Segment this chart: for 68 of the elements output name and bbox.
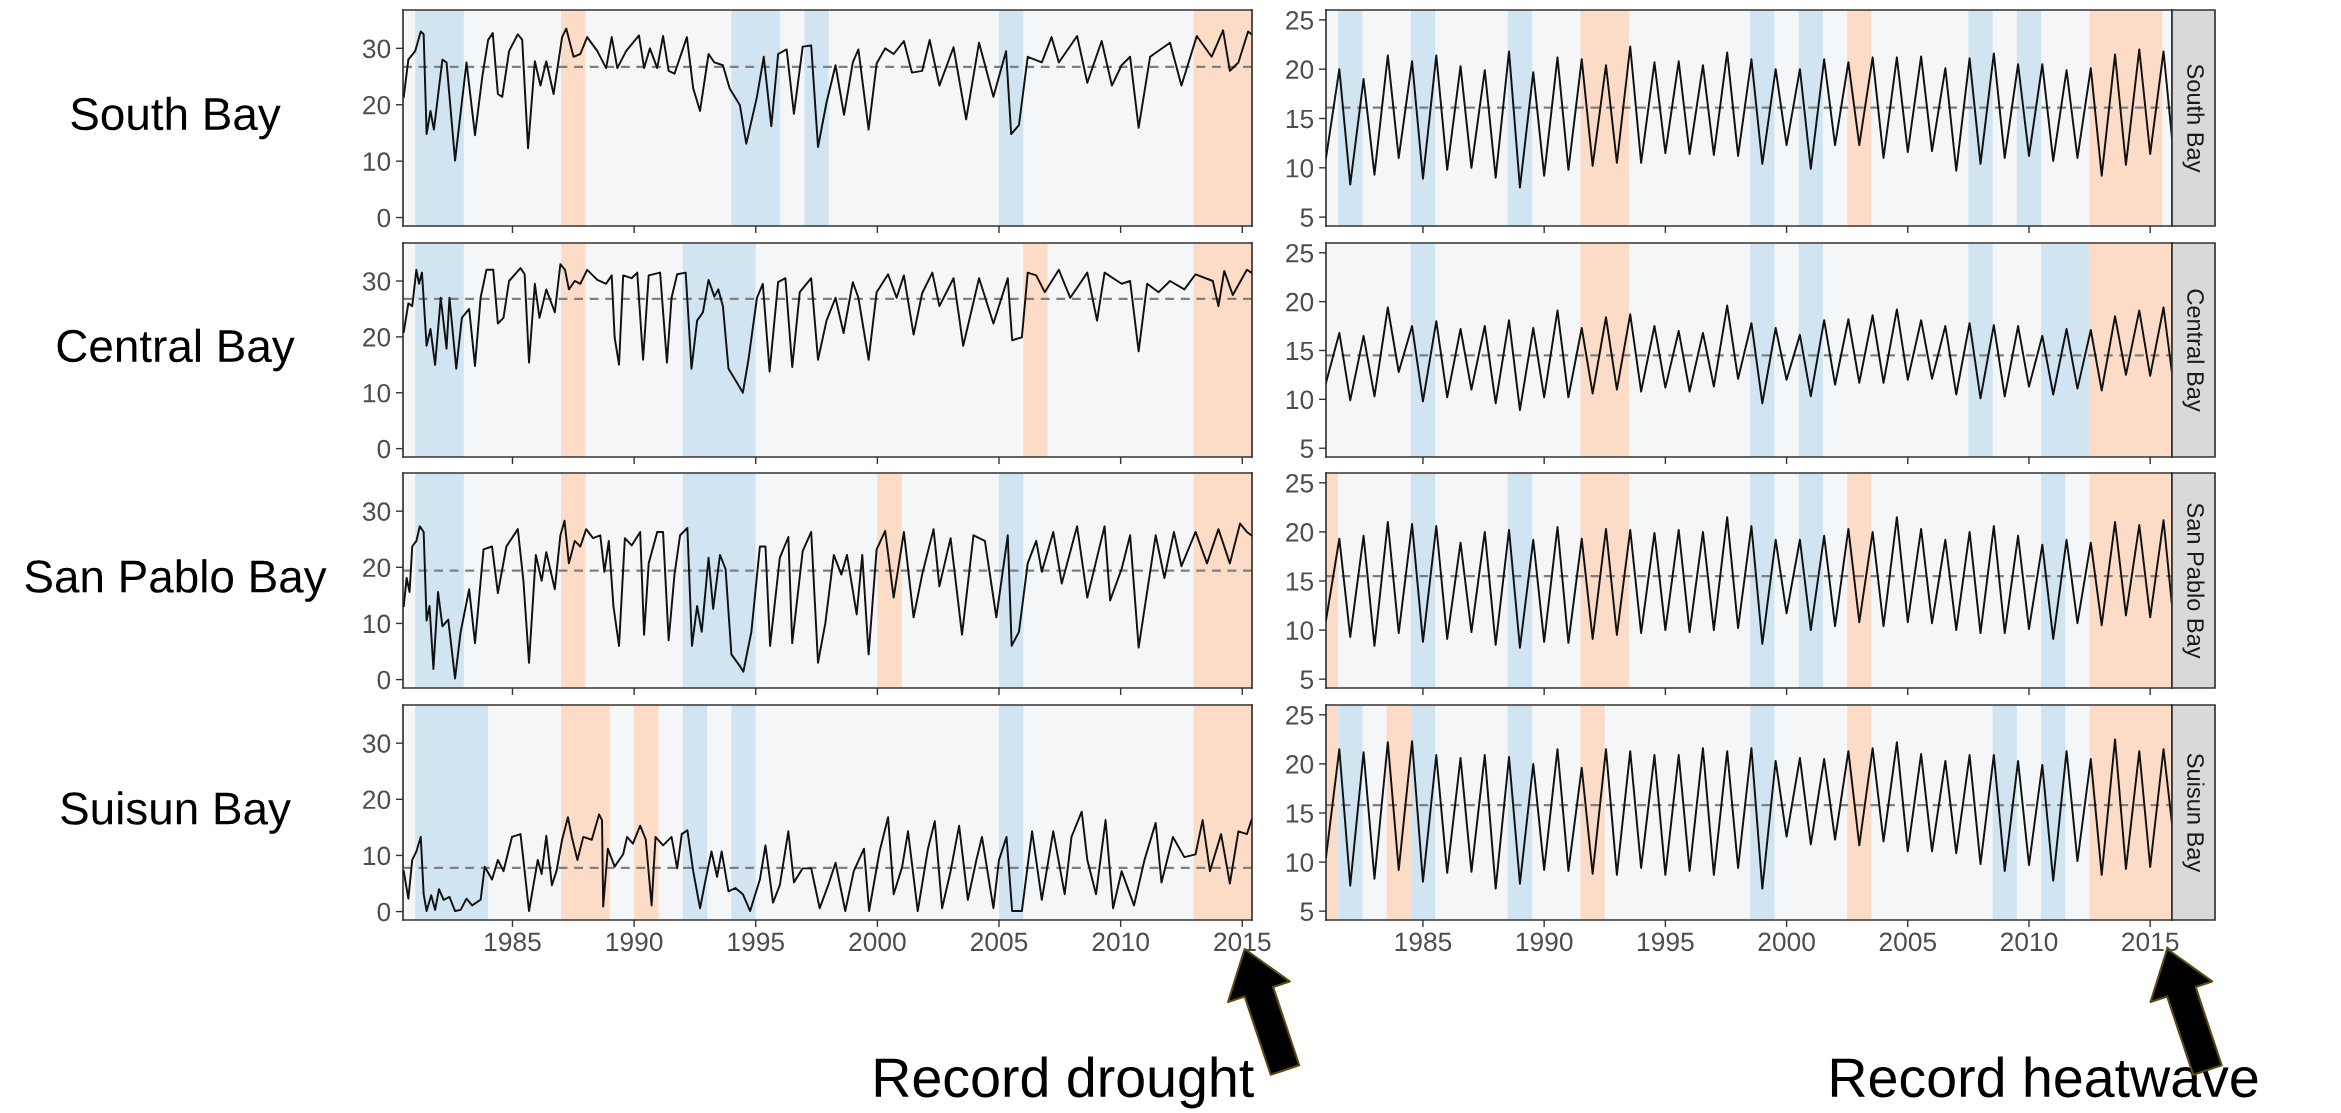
- annotation: Record heatwave: [1831, 1056, 2258, 1098]
- line-series: [1326, 738, 2172, 890]
- y-tick-label: 25: [1286, 243, 1314, 263]
- y-tick-label: 5: [1300, 902, 1314, 921]
- y-tick-label: 5: [1300, 208, 1314, 227]
- y-tick-label: 15: [1286, 109, 1314, 129]
- text: South Bay: [2182, 64, 2205, 173]
- y-tick-label: 15: [1286, 341, 1314, 361]
- y-tick-label: 20: [1286, 523, 1314, 542]
- y-tick-label: 0: [377, 208, 391, 228]
- y-tick-label: 10: [363, 152, 391, 171]
- y-tick-label: 20: [363, 328, 391, 347]
- y-tick-label: 5: [1300, 439, 1314, 459]
- line-series: [403, 27, 1252, 162]
- y-tick-label: 0: [377, 439, 391, 459]
- y-tick-label: 30: [362, 272, 391, 291]
- y-tick-label: 10: [1286, 621, 1314, 640]
- y-tick-label: 20: [1286, 755, 1314, 774]
- text: Suisun Bay: [2182, 753, 2205, 873]
- y-tick-label: 10: [1286, 853, 1314, 872]
- x-tick-label: 2010: [1092, 932, 1149, 952]
- text: San Pablo Bay: [2182, 503, 2205, 659]
- line-series: [1326, 304, 2172, 412]
- y-tick-label: 0: [377, 670, 391, 690]
- x-tick-label: 2000: [849, 932, 906, 952]
- y-tick-label: 10: [363, 383, 391, 403]
- y-axis-title: San Pablo Bay: [25, 559, 327, 602]
- annotation: Record drought: [875, 1056, 1254, 1109]
- line-series: [403, 810, 1252, 912]
- x-tick-label: 2015: [1214, 932, 1271, 952]
- y-tick-label: 20: [363, 95, 391, 115]
- x-tick-label: 2010: [2000, 932, 2058, 952]
- y-tick-label: 30: [362, 39, 391, 59]
- y-tick-label: 10: [1286, 158, 1314, 178]
- x-tick-label: 2015: [2122, 932, 2179, 952]
- y-tick-label: 15: [1286, 804, 1314, 823]
- x-tick-label: 1995: [728, 932, 784, 952]
- y-tick-label: 20: [1286, 60, 1314, 79]
- x-tick-label: 1995: [1638, 932, 1694, 952]
- x-tick-label: 1990: [606, 932, 663, 952]
- line-series: [1326, 516, 2172, 649]
- y-tick-label: 15: [1286, 572, 1314, 591]
- y-tick-label: 5: [1300, 670, 1314, 689]
- y-tick-label: 10: [1286, 390, 1314, 410]
- y-tick-label: 10: [363, 846, 391, 866]
- y-axis-title: Central Bay: [57, 328, 295, 372]
- x-tick-label: 2005: [970, 932, 1028, 952]
- y-axis-title: Suisun Bay: [61, 791, 291, 834]
- y-tick-label: 30: [362, 734, 391, 753]
- y-tick-label: 20: [363, 790, 391, 810]
- line-series: [403, 263, 1252, 394]
- x-tick-label: 1990: [1516, 932, 1573, 952]
- y-tick-label: 25: [1286, 11, 1314, 30]
- y-tick-label: 30: [362, 502, 391, 521]
- y-tick-label: 20: [363, 558, 391, 578]
- y-tick-label: 0: [377, 902, 391, 922]
- line-series: [1326, 45, 2172, 189]
- y-axis-title: South Bay: [71, 96, 281, 140]
- y-tick-label: 10: [363, 614, 391, 634]
- x-tick-label: 1985: [1395, 932, 1452, 952]
- x-tick-label: 2005: [1879, 932, 1937, 952]
- x-tick-label: 2000: [1758, 932, 1815, 952]
- line-series: [403, 519, 1252, 680]
- y-tick-label: 25: [1286, 473, 1314, 493]
- y-tick-label: 20: [1286, 292, 1314, 312]
- x-tick-label: 1985: [485, 932, 541, 952]
- y-tick-label: 25: [1286, 705, 1314, 725]
- text: Central Bay: [2182, 289, 2205, 412]
